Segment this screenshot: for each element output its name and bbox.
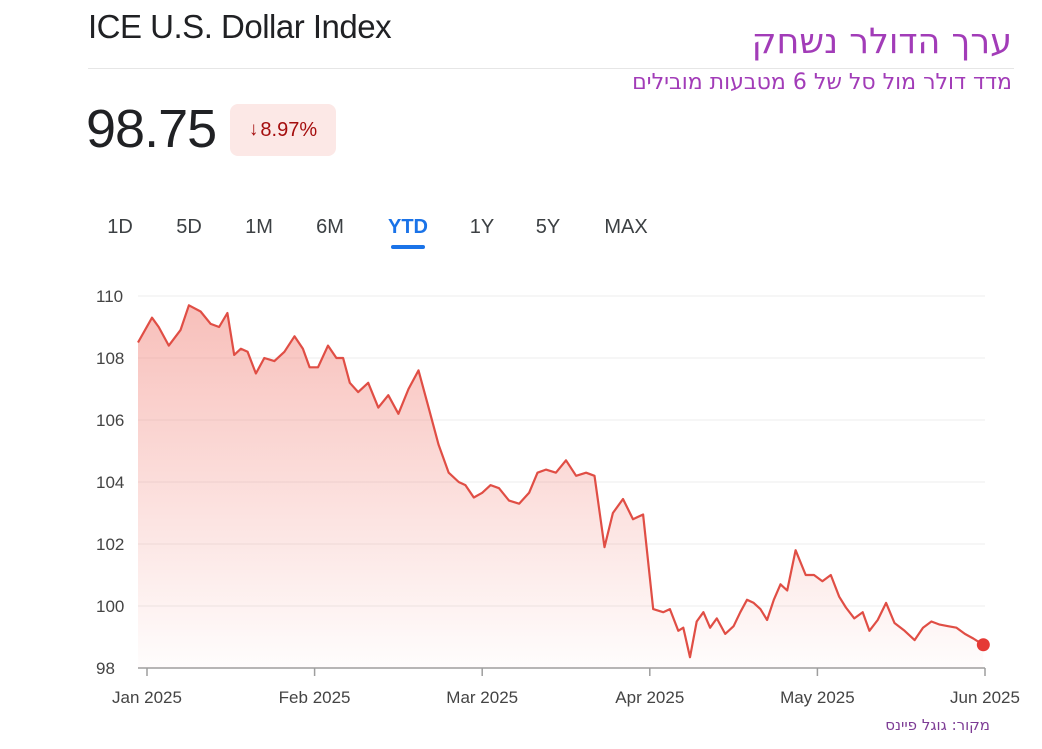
y-tick-label: 108 (96, 349, 124, 368)
source-note: מקור: גוגל פיינס (885, 716, 990, 734)
y-tick-label: 100 (96, 597, 124, 616)
x-tick-label: Apr 2025 (615, 688, 684, 707)
x-tick-label: Feb 2025 (279, 688, 351, 707)
y-tick-label: 110 (96, 287, 123, 306)
arrow-down-icon: ↓ (248, 119, 259, 140)
hebrew-annotation-subtitle: מדד דולר מול סל של 6 מטבעות מובילים (632, 70, 1012, 95)
y-tick-label: 98 (96, 659, 115, 678)
current-price: 98.75 (86, 99, 217, 159)
title-divider (88, 68, 1014, 69)
x-tick-label: May 2025 (780, 688, 855, 707)
change-percent: 8.97% (260, 118, 318, 141)
tab-1m[interactable]: 1M (245, 216, 273, 238)
x-tick-label: Mar 2025 (446, 688, 518, 707)
tab-max[interactable]: MAX (604, 216, 648, 238)
last-point-marker (976, 638, 990, 652)
tab-1d[interactable]: 1D (107, 216, 133, 238)
x-tick-label: Jun 2025 (950, 688, 1020, 707)
tab-5d[interactable]: 5D (176, 216, 202, 238)
y-tick-label: 106 (96, 411, 124, 430)
y-tick-label: 104 (96, 473, 124, 492)
price-chart: 98 100 102 104 106 108 110 Jan 2025 Feb 2025 Mar … (96, 287, 1020, 707)
active-tab-underline (391, 245, 425, 249)
y-tick-label: 102 (96, 535, 124, 554)
x-tick-label: Jan 2025 (112, 688, 182, 707)
change-badge: ↓ 8.97% (230, 104, 336, 156)
tab-5y[interactable]: 5Y (535, 216, 561, 238)
hebrew-annotation-title: ערך הדולר נשחק (751, 22, 1012, 62)
series-area (138, 305, 984, 668)
tab-1y[interactable]: 1Y (469, 216, 495, 238)
tab-ytd[interactable]: YTD (388, 216, 428, 238)
index-title: ICE U.S. Dollar Index (88, 8, 392, 45)
tab-6m[interactable]: 6M (316, 216, 344, 238)
series-line (137, 304, 984, 659)
